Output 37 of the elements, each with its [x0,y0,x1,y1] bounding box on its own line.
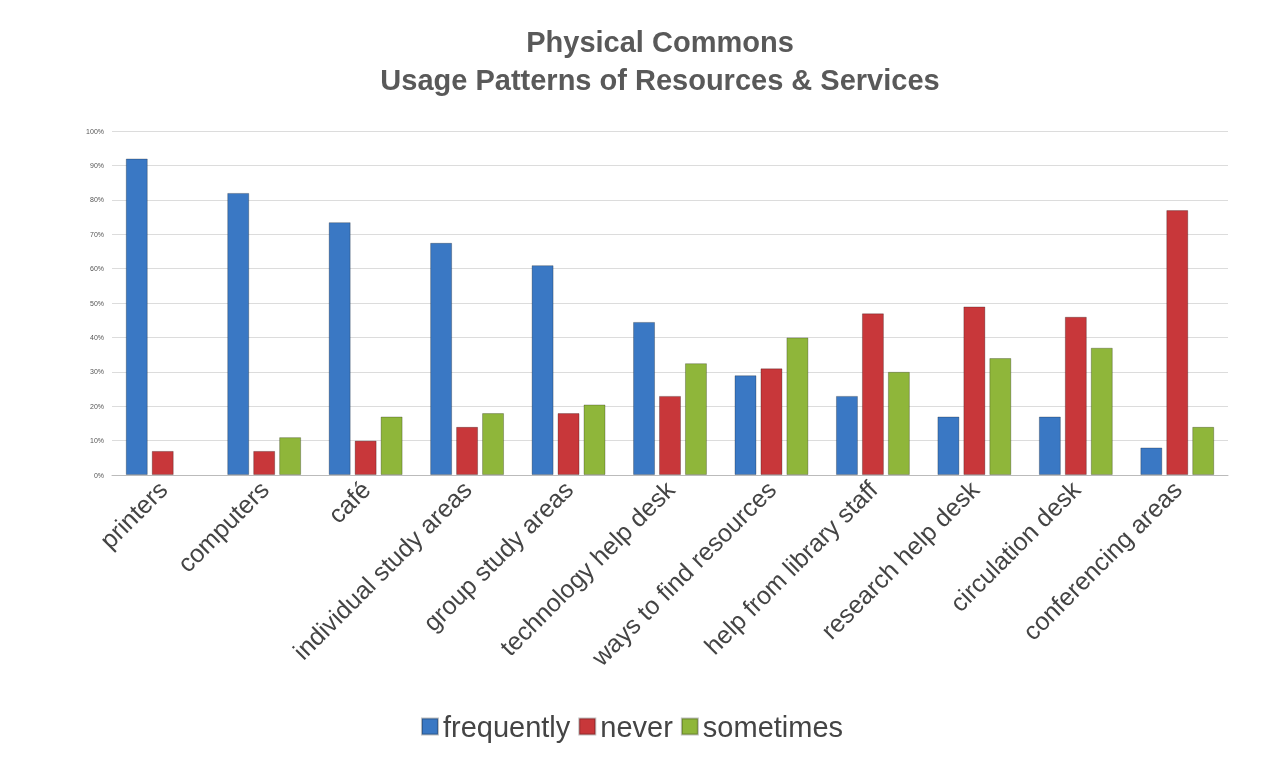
bar [583,404,606,475]
bar [430,242,453,475]
bar [734,375,757,475]
bar [1090,347,1113,475]
x-tick-label: café [322,475,376,529]
bar [989,358,1012,475]
bar [456,426,479,475]
bar [279,437,302,475]
bar [380,416,403,475]
bar [1166,210,1189,475]
bar [1192,426,1215,475]
bar [786,337,809,475]
bar [227,192,250,475]
legend-label: frequently [442,710,571,743]
bar [861,313,884,475]
bar [151,450,174,475]
bar [835,395,858,475]
bar [125,158,148,475]
bar [253,450,276,475]
legend-label: sometimes [702,710,844,743]
bar [557,413,580,475]
bar [1064,316,1087,475]
bar [633,321,656,475]
legend-label: never [600,710,674,743]
bar [1038,416,1061,475]
bar [482,413,505,475]
bar [1140,447,1163,475]
chart-title: Physical Commons Usage Patterns of Resources & Services [380,26,940,96]
bar [531,265,554,475]
bar [887,371,910,475]
bar [760,368,783,475]
bar [659,395,681,475]
bar [937,416,960,475]
bar [328,222,351,475]
bar [963,306,986,475]
bar [684,363,707,475]
bar [354,440,377,475]
